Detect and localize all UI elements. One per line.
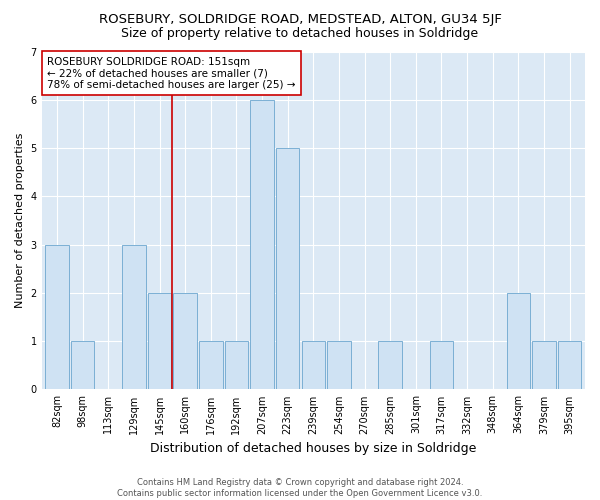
Bar	[71, 341, 94, 390]
Bar	[122, 244, 146, 390]
Bar	[199, 341, 223, 390]
Bar	[148, 293, 172, 390]
Bar	[558, 341, 581, 390]
Bar	[302, 341, 325, 390]
Bar	[250, 100, 274, 390]
Text: Contains HM Land Registry data © Crown copyright and database right 2024.
Contai: Contains HM Land Registry data © Crown c…	[118, 478, 482, 498]
Bar	[327, 341, 351, 390]
Bar	[173, 293, 197, 390]
Y-axis label: Number of detached properties: Number of detached properties	[15, 133, 25, 308]
Bar	[276, 148, 299, 390]
Text: Size of property relative to detached houses in Soldridge: Size of property relative to detached ho…	[121, 28, 479, 40]
Bar	[379, 341, 402, 390]
Text: ROSEBURY SOLDRIDGE ROAD: 151sqm
← 22% of detached houses are smaller (7)
78% of : ROSEBURY SOLDRIDGE ROAD: 151sqm ← 22% of…	[47, 56, 296, 90]
Bar	[45, 244, 69, 390]
X-axis label: Distribution of detached houses by size in Soldridge: Distribution of detached houses by size …	[150, 442, 476, 455]
Bar	[532, 341, 556, 390]
Bar	[224, 341, 248, 390]
Text: ROSEBURY, SOLDRIDGE ROAD, MEDSTEAD, ALTON, GU34 5JF: ROSEBURY, SOLDRIDGE ROAD, MEDSTEAD, ALTO…	[98, 12, 502, 26]
Bar	[430, 341, 453, 390]
Bar	[506, 293, 530, 390]
